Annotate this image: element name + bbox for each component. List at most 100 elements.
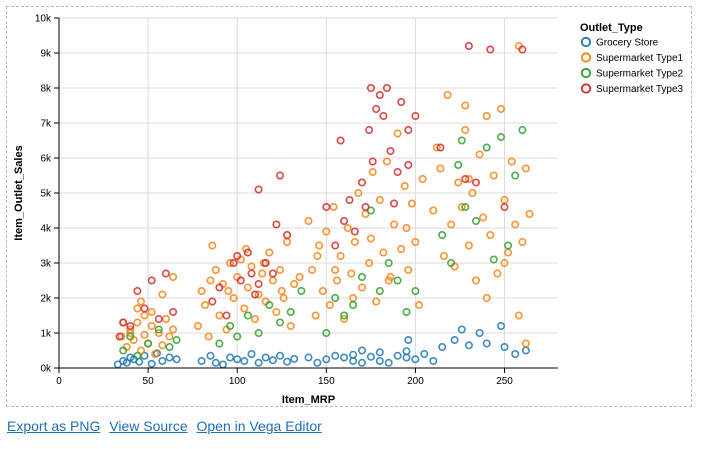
point-supermarket-type1 bbox=[277, 267, 283, 273]
point-supermarket-type1 bbox=[270, 277, 276, 283]
point-supermarket-type3 bbox=[248, 270, 254, 276]
legend-title: Outlet_Type bbox=[580, 22, 643, 34]
point-supermarket-type3 bbox=[141, 305, 147, 311]
point-grocery-store bbox=[484, 340, 490, 346]
point-supermarket-type1 bbox=[198, 288, 204, 294]
point-supermarket-type3 bbox=[352, 228, 358, 234]
point-grocery-store bbox=[263, 354, 269, 360]
point-supermarket-type1 bbox=[487, 232, 493, 238]
point-grocery-store bbox=[159, 358, 165, 364]
point-supermarket-type1 bbox=[516, 312, 522, 318]
point-supermarket-type1 bbox=[206, 333, 212, 339]
x-tick-label: 150 bbox=[318, 376, 335, 387]
point-supermarket-type1 bbox=[505, 249, 511, 255]
point-supermarket-type1 bbox=[391, 221, 397, 227]
scatter-chart: 0 50 100 150 200 2500k1k2k3k4k5k6k7k8k9k10k I… bbox=[0, 0, 720, 410]
point-supermarket-type3 bbox=[209, 298, 215, 304]
point-supermarket-type1 bbox=[526, 211, 532, 217]
y-tick-label: 7k bbox=[40, 119, 52, 130]
point-supermarket-type1 bbox=[368, 235, 374, 241]
y-tick-label: 1k bbox=[40, 329, 52, 340]
point-supermarket-type1 bbox=[484, 113, 490, 119]
point-grocery-store bbox=[166, 354, 172, 360]
point-supermarket-type1 bbox=[327, 302, 333, 308]
point-supermarket-type2 bbox=[245, 312, 251, 318]
point-supermarket-type2 bbox=[350, 302, 356, 308]
point-supermarket-type1 bbox=[430, 207, 436, 213]
point-supermarket-type3 bbox=[391, 200, 397, 206]
point-supermarket-type1 bbox=[279, 288, 285, 294]
point-supermarket-type3 bbox=[270, 270, 276, 276]
point-grocery-store bbox=[341, 354, 347, 360]
point-supermarket-type1 bbox=[523, 340, 529, 346]
point-supermarket-type1 bbox=[291, 281, 297, 287]
point-supermarket-type1 bbox=[273, 309, 279, 315]
point-supermarket-type1 bbox=[337, 253, 343, 259]
point-supermarket-type1 bbox=[509, 158, 515, 164]
point-supermarket-type1 bbox=[213, 267, 219, 273]
point-supermarket-type2 bbox=[519, 127, 525, 133]
point-supermarket-type1 bbox=[498, 106, 504, 112]
point-supermarket-type1 bbox=[359, 284, 365, 290]
point-grocery-store bbox=[332, 353, 338, 359]
point-supermarket-type2 bbox=[377, 288, 383, 294]
point-grocery-store bbox=[368, 354, 374, 360]
point-supermarket-type1 bbox=[448, 221, 454, 227]
point-supermarket-type1 bbox=[170, 326, 176, 332]
point-supermarket-type2 bbox=[473, 218, 479, 224]
point-supermarket-type1 bbox=[348, 270, 354, 276]
point-supermarket-type1 bbox=[159, 291, 165, 297]
point-supermarket-type1 bbox=[398, 246, 404, 252]
x-tick-label: 200 bbox=[407, 376, 424, 387]
point-grocery-store bbox=[284, 359, 290, 365]
point-supermarket-type2 bbox=[173, 337, 179, 343]
export-png-link[interactable]: Export as PNG bbox=[7, 418, 100, 434]
legend-marker-supermarket-type1 bbox=[582, 53, 590, 61]
point-grocery-store bbox=[386, 360, 392, 366]
point-supermarket-type2 bbox=[359, 274, 365, 280]
point-supermarket-type1 bbox=[141, 312, 147, 318]
point-grocery-store bbox=[377, 358, 383, 364]
point-supermarket-type3 bbox=[380, 113, 386, 119]
point-supermarket-type2 bbox=[298, 288, 304, 294]
point-supermarket-type1 bbox=[209, 242, 215, 248]
point-supermarket-type1 bbox=[494, 270, 500, 276]
point-supermarket-type1 bbox=[320, 288, 326, 294]
point-supermarket-type2 bbox=[216, 340, 222, 346]
y-tick-label: 9k bbox=[40, 49, 52, 60]
point-supermarket-type3 bbox=[473, 179, 479, 185]
point-grocery-store bbox=[394, 353, 400, 359]
point-supermarket-type1 bbox=[316, 242, 322, 248]
x-tick-label: 100 bbox=[229, 376, 246, 387]
y-tick-label: 8k bbox=[40, 84, 52, 95]
point-supermarket-type1 bbox=[480, 214, 486, 220]
point-supermarket-type3 bbox=[277, 172, 283, 178]
point-supermarket-type3 bbox=[394, 169, 400, 175]
axis-ticks: 0 50 100 150 200 2500k1k2k3k4k5k6k7k8k9k10k bbox=[35, 14, 513, 388]
point-supermarket-type1 bbox=[159, 342, 165, 348]
point-supermarket-type3 bbox=[373, 106, 379, 112]
point-supermarket-type1 bbox=[462, 127, 468, 133]
legend-label-grocery-store: Grocery Store bbox=[596, 38, 659, 49]
point-supermarket-type1 bbox=[309, 267, 315, 273]
point-grocery-store bbox=[241, 358, 247, 364]
point-supermarket-type3 bbox=[405, 162, 411, 168]
point-supermarket-type3 bbox=[387, 148, 393, 154]
point-supermarket-type1 bbox=[491, 172, 497, 178]
point-supermarket-type3 bbox=[163, 270, 169, 276]
point-supermarket-type1 bbox=[441, 253, 447, 259]
point-supermarket-type1 bbox=[216, 312, 222, 318]
point-supermarket-type2 bbox=[491, 256, 497, 262]
point-supermarket-type2 bbox=[288, 309, 294, 315]
view-source-link[interactable]: View Source bbox=[109, 418, 187, 434]
y-tick-label: 2k bbox=[40, 294, 52, 305]
point-grocery-store bbox=[291, 356, 297, 362]
point-supermarket-type3 bbox=[332, 242, 338, 248]
point-supermarket-type2 bbox=[505, 242, 511, 248]
point-supermarket-type2 bbox=[455, 162, 461, 168]
open-vega-editor-link[interactable]: Open in Vega Editor bbox=[197, 418, 322, 434]
data-points bbox=[115, 43, 533, 368]
point-supermarket-type3 bbox=[466, 43, 472, 49]
point-supermarket-type1 bbox=[370, 169, 376, 175]
point-grocery-store bbox=[350, 358, 356, 364]
